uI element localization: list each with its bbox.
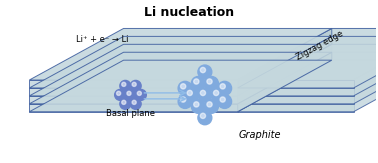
Text: Li⁺ + e⁻ → Li: Li⁺ + e⁻ → Li — [76, 35, 129, 44]
Text: Basal plane: Basal plane — [106, 109, 155, 118]
Polygon shape — [238, 96, 353, 104]
Circle shape — [135, 89, 146, 100]
Circle shape — [218, 95, 232, 108]
Circle shape — [115, 89, 125, 100]
Circle shape — [120, 98, 131, 109]
Polygon shape — [238, 88, 353, 96]
Circle shape — [191, 99, 205, 113]
Circle shape — [200, 67, 206, 73]
Text: Graphite: Graphite — [238, 130, 280, 140]
Polygon shape — [29, 104, 238, 112]
Circle shape — [120, 80, 131, 91]
Circle shape — [207, 79, 212, 84]
Circle shape — [198, 88, 212, 102]
Circle shape — [130, 80, 141, 91]
Polygon shape — [238, 80, 353, 88]
Text: Zigzag edge: Zigzag edge — [294, 29, 345, 62]
Circle shape — [207, 102, 212, 107]
Polygon shape — [238, 36, 378, 88]
Circle shape — [127, 91, 131, 95]
Polygon shape — [238, 29, 332, 88]
Polygon shape — [29, 96, 238, 104]
Circle shape — [116, 91, 121, 95]
Circle shape — [132, 100, 136, 104]
Polygon shape — [238, 44, 332, 104]
Polygon shape — [238, 60, 378, 112]
Circle shape — [122, 82, 126, 86]
Polygon shape — [29, 52, 332, 104]
Polygon shape — [29, 44, 332, 96]
Circle shape — [200, 113, 206, 119]
Polygon shape — [29, 36, 332, 88]
Circle shape — [125, 89, 136, 100]
Circle shape — [211, 88, 225, 102]
Polygon shape — [238, 29, 378, 80]
Circle shape — [191, 76, 205, 90]
Polygon shape — [238, 52, 332, 112]
Circle shape — [185, 88, 198, 102]
Text: Li nucleation: Li nucleation — [144, 6, 234, 19]
Polygon shape — [238, 36, 332, 96]
Polygon shape — [238, 104, 353, 112]
Polygon shape — [29, 80, 238, 88]
Polygon shape — [238, 52, 378, 104]
Circle shape — [181, 84, 186, 89]
Polygon shape — [29, 29, 332, 80]
Circle shape — [218, 81, 232, 95]
Circle shape — [194, 79, 199, 84]
Circle shape — [194, 102, 199, 107]
Circle shape — [200, 90, 206, 96]
Circle shape — [122, 100, 126, 104]
Circle shape — [220, 84, 225, 89]
Polygon shape — [238, 44, 378, 96]
Polygon shape — [29, 88, 238, 96]
Circle shape — [132, 82, 136, 86]
Circle shape — [181, 97, 186, 102]
Polygon shape — [29, 60, 332, 112]
Circle shape — [187, 90, 192, 96]
Circle shape — [130, 98, 141, 109]
Circle shape — [178, 81, 192, 95]
Circle shape — [178, 95, 192, 108]
Circle shape — [214, 90, 219, 96]
Circle shape — [198, 111, 212, 125]
Circle shape — [204, 99, 218, 113]
Circle shape — [220, 97, 225, 102]
Circle shape — [137, 91, 141, 95]
Circle shape — [198, 65, 212, 79]
Circle shape — [204, 76, 218, 90]
